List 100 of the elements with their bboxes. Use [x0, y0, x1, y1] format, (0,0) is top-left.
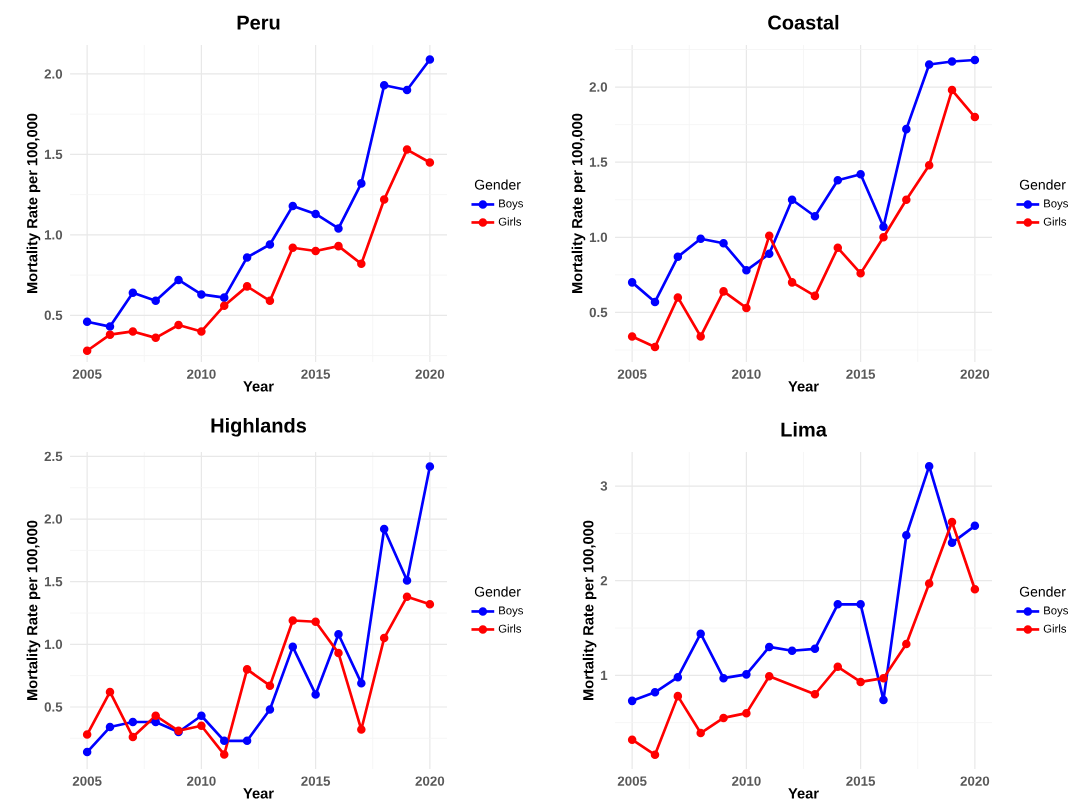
y-tick-label: 0.5 [44, 310, 63, 321]
chart-title: Coastal [768, 14, 839, 30]
y-tick-label: 3 [600, 481, 608, 491]
chart-title: Lima [781, 421, 827, 437]
point [334, 224, 343, 233]
point [174, 275, 183, 285]
point [288, 201, 298, 211]
legend-label: Boys [1044, 606, 1068, 617]
point [719, 673, 728, 683]
point [947, 517, 957, 527]
point [265, 705, 275, 714]
y-axis-title: Mortality Rate per 100,000 [26, 113, 41, 293]
point [696, 728, 705, 738]
point [219, 750, 229, 759]
point [128, 288, 138, 298]
point [879, 695, 888, 705]
point [902, 531, 911, 540]
point [151, 333, 160, 343]
point [288, 616, 298, 625]
point [197, 721, 206, 731]
point [970, 521, 980, 531]
y-tick-label: 1.5 [589, 157, 608, 167]
y-tick-label: 2.5 [44, 451, 63, 462]
point [696, 629, 705, 638]
point [673, 252, 683, 262]
point [242, 282, 252, 291]
point [357, 179, 366, 188]
legend-label: Boys [499, 199, 523, 210]
point [627, 696, 637, 706]
point [650, 688, 660, 697]
point [879, 673, 888, 683]
point [357, 678, 366, 688]
point [402, 145, 412, 154]
point [673, 672, 683, 682]
point [402, 592, 412, 601]
point [82, 317, 92, 327]
point [833, 662, 843, 672]
point [197, 290, 206, 299]
point [673, 691, 683, 701]
x-axis-title: Year [788, 788, 819, 799]
point [105, 322, 115, 331]
point [288, 642, 298, 652]
point [924, 160, 934, 170]
x-tick-label: 2005 [617, 369, 647, 379]
point [379, 524, 389, 534]
point [219, 736, 229, 746]
x-axis-title: Year [243, 381, 274, 392]
point [696, 332, 705, 341]
point [902, 195, 911, 205]
point [810, 291, 820, 301]
point [742, 303, 751, 313]
point [970, 55, 980, 65]
x-tick-label: 2020 [960, 776, 990, 786]
point [970, 584, 980, 594]
point [311, 246, 320, 256]
x-tick-label: 2005 [617, 776, 647, 786]
legend-title: Gender [1019, 179, 1066, 190]
x-tick-label: 2020 [415, 776, 445, 786]
point [425, 158, 435, 167]
point [833, 175, 843, 185]
point [742, 670, 751, 679]
point [787, 195, 797, 205]
point [856, 269, 865, 278]
point [265, 681, 275, 690]
point [924, 60, 934, 69]
point [334, 630, 343, 639]
point [650, 750, 660, 760]
point [334, 241, 343, 251]
point [787, 278, 797, 287]
point [128, 732, 138, 742]
point [242, 665, 252, 674]
point [833, 243, 843, 253]
point [742, 708, 751, 718]
point [810, 211, 820, 221]
point [742, 266, 751, 275]
point [265, 296, 275, 306]
point [719, 713, 728, 723]
x-tick-label: 2020 [415, 369, 445, 379]
point [856, 677, 865, 687]
point [357, 259, 366, 269]
x-tick-label: 2010 [732, 369, 761, 379]
point [379, 80, 389, 90]
x-tick-label: 2015 [846, 369, 876, 379]
point [650, 342, 660, 352]
point [219, 293, 229, 302]
legend-title: Gender [474, 586, 521, 597]
x-tick-label: 2010 [187, 369, 216, 379]
point [151, 717, 160, 727]
point [425, 55, 435, 64]
point [719, 239, 728, 248]
point [764, 642, 774, 652]
chart-title: Highlands [211, 417, 307, 437]
x-tick-label: 2015 [846, 776, 876, 786]
x-tick-label: 2015 [301, 776, 331, 786]
legend-title: Gender [474, 179, 521, 190]
y-tick-label: 2.0 [44, 69, 63, 79]
point [425, 599, 435, 609]
y-tick-label: 0.5 [44, 702, 63, 712]
x-tick-label: 2010 [187, 776, 216, 786]
point [947, 85, 957, 95]
